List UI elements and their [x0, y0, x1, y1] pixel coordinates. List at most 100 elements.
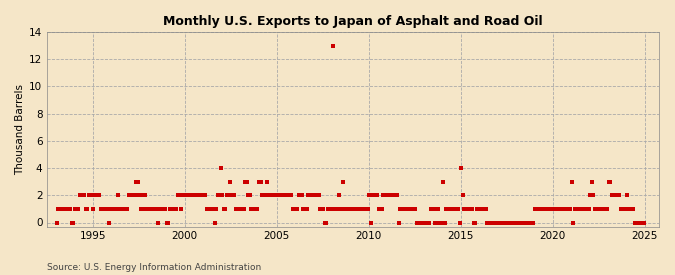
Point — [180, 193, 191, 197]
Point — [191, 193, 202, 197]
Point — [125, 193, 136, 197]
Point — [620, 207, 631, 211]
Point — [124, 193, 134, 197]
Point — [126, 193, 137, 197]
Point — [244, 193, 255, 197]
Point — [128, 193, 138, 197]
Point — [436, 220, 447, 225]
Point — [342, 207, 353, 211]
Point — [286, 193, 296, 197]
Point — [66, 220, 77, 225]
Point — [344, 207, 355, 211]
Point — [458, 193, 468, 197]
Point — [240, 180, 250, 184]
Point — [369, 193, 379, 197]
Point — [601, 207, 612, 211]
Point — [441, 207, 452, 211]
Point — [580, 207, 591, 211]
Point — [496, 220, 507, 225]
Point — [462, 207, 473, 211]
Point — [468, 220, 479, 225]
Point — [423, 220, 433, 225]
Point — [582, 207, 593, 211]
Point — [562, 207, 572, 211]
Point — [226, 193, 237, 197]
Point — [51, 220, 62, 225]
Point — [57, 207, 68, 211]
Point — [105, 207, 115, 211]
Point — [402, 207, 413, 211]
Point — [174, 193, 185, 197]
Point — [355, 207, 366, 211]
Point — [232, 207, 243, 211]
Point — [205, 207, 215, 211]
Point — [510, 220, 520, 225]
Point — [407, 207, 418, 211]
Point — [325, 207, 336, 211]
Point — [430, 220, 441, 225]
Point — [471, 207, 482, 211]
Point — [358, 207, 369, 211]
Point — [605, 180, 616, 184]
Point — [340, 207, 350, 211]
Point — [157, 207, 168, 211]
Point — [59, 207, 70, 211]
Point — [526, 220, 537, 225]
Point — [361, 207, 372, 211]
Point — [329, 207, 340, 211]
Point — [406, 207, 416, 211]
Point — [346, 207, 356, 211]
Point — [396, 207, 407, 211]
Point — [231, 207, 242, 211]
Point — [108, 207, 119, 211]
Point — [442, 207, 453, 211]
Point — [491, 220, 502, 225]
Point — [183, 193, 194, 197]
Point — [594, 207, 605, 211]
Point — [246, 207, 256, 211]
Point — [278, 193, 289, 197]
Point — [610, 193, 620, 197]
Point — [446, 207, 456, 211]
Point — [289, 207, 300, 211]
Point — [140, 193, 151, 197]
Point — [479, 207, 490, 211]
Point — [414, 220, 425, 225]
Point — [459, 207, 470, 211]
Point — [203, 207, 214, 211]
Point — [404, 207, 414, 211]
Point — [266, 193, 277, 197]
Point — [223, 193, 234, 197]
Point — [504, 220, 514, 225]
Point — [376, 207, 387, 211]
Point — [333, 193, 344, 197]
Point — [393, 220, 404, 225]
Point — [269, 193, 279, 197]
Point — [115, 207, 126, 211]
Point — [304, 193, 315, 197]
Point — [381, 193, 392, 197]
Point — [227, 193, 238, 197]
Point — [558, 207, 568, 211]
Point — [114, 207, 125, 211]
Point — [70, 207, 80, 211]
Point — [80, 207, 91, 211]
Point — [83, 193, 94, 197]
Point — [366, 220, 377, 225]
Point — [92, 193, 103, 197]
Point — [313, 193, 324, 197]
Point — [513, 220, 524, 225]
Point — [86, 193, 97, 197]
Point — [443, 207, 454, 211]
Point — [387, 193, 398, 197]
Point — [65, 207, 76, 211]
Point — [221, 193, 232, 197]
Point — [452, 207, 462, 211]
Point — [591, 207, 601, 211]
Point — [427, 207, 437, 211]
Point — [347, 207, 358, 211]
Point — [198, 193, 209, 197]
Point — [295, 193, 306, 197]
Point — [522, 220, 533, 225]
Point — [178, 193, 189, 197]
